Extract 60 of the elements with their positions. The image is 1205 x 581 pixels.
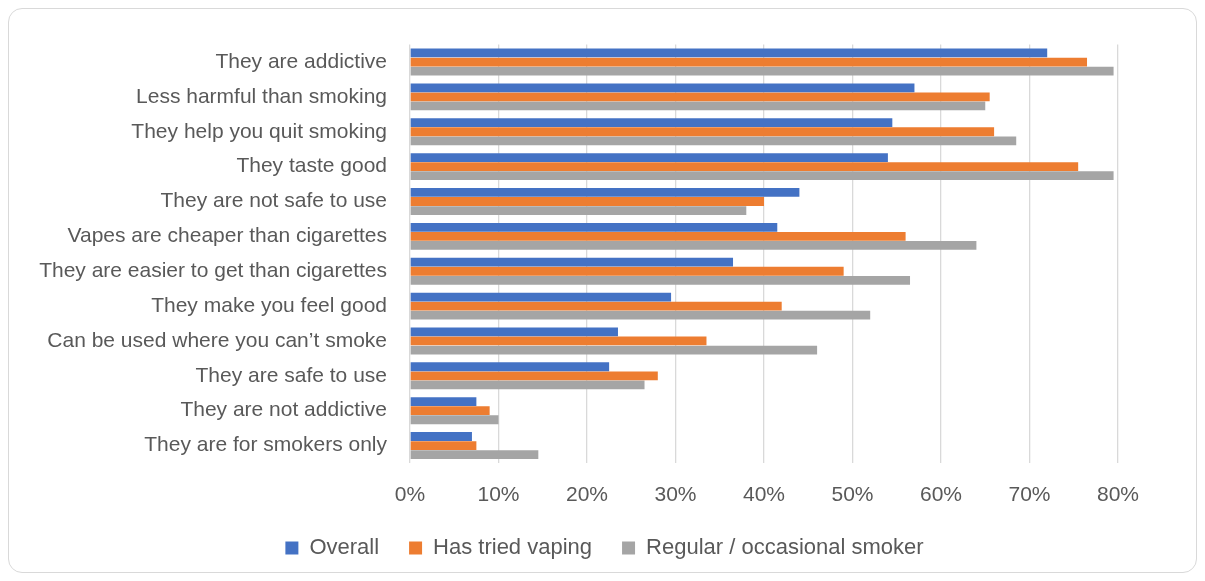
bar xyxy=(410,127,995,137)
bar xyxy=(410,441,477,450)
y-tick-label: They make you feel good xyxy=(151,292,387,316)
legend-label: Has tried vaping xyxy=(433,534,593,560)
bar xyxy=(410,275,911,285)
y-tick-label: They are easier to get than cigarettes xyxy=(39,258,387,282)
bar xyxy=(410,118,893,128)
bar xyxy=(410,450,539,460)
x-tick-label: 30% xyxy=(654,482,697,506)
bar xyxy=(410,301,782,311)
bar xyxy=(410,66,1114,76)
bar xyxy=(410,48,1048,58)
bar xyxy=(410,188,800,197)
bar xyxy=(410,292,672,302)
bar xyxy=(410,171,1114,181)
x-tick-label: 50% xyxy=(831,482,874,506)
bar xyxy=(410,432,472,441)
x-tick-label: 80% xyxy=(1096,482,1140,506)
bar xyxy=(410,92,990,102)
bar xyxy=(410,371,658,381)
y-tick-label: They taste good xyxy=(236,153,387,177)
bar xyxy=(410,380,645,390)
bar xyxy=(410,222,778,232)
bar xyxy=(410,327,618,337)
x-tick-label: 20% xyxy=(565,482,609,506)
bar xyxy=(410,406,490,416)
bar xyxy=(410,241,977,250)
bar xyxy=(410,57,1088,67)
bar xyxy=(410,231,906,241)
legend-label: Overall xyxy=(309,534,380,560)
bar xyxy=(410,336,707,346)
y-tick-label: They are addictive xyxy=(215,48,387,72)
y-tick-label: They are safe to use xyxy=(195,362,387,386)
bar xyxy=(410,310,871,320)
bar xyxy=(410,266,844,276)
bar xyxy=(410,345,818,355)
x-tick-label: 0% xyxy=(394,482,426,506)
y-tick-label: They are not safe to use xyxy=(160,188,387,212)
y-tick-label: Vapes are cheaper than cigarettes xyxy=(67,223,387,247)
x-tick-label: 60% xyxy=(919,482,963,506)
y-tick-label: They are not addictive xyxy=(180,397,387,421)
bar xyxy=(410,83,915,93)
legend-label: Regular / occasional smoker xyxy=(646,534,924,560)
bar xyxy=(410,162,1079,172)
x-tick-label: 70% xyxy=(1008,482,1051,506)
x-tick-label: 10% xyxy=(477,482,520,506)
bar xyxy=(410,153,888,162)
bar xyxy=(410,197,764,206)
x-tick-label: 40% xyxy=(742,482,786,506)
bar xyxy=(410,397,477,407)
bar xyxy=(410,101,986,111)
bar xyxy=(410,257,734,267)
y-tick-label: Can be used where you can’t smoke xyxy=(47,327,387,351)
y-tick-label: They are for smokers only xyxy=(144,432,388,456)
y-tick-label: Less harmful than smoking xyxy=(136,83,387,107)
bar xyxy=(410,136,1017,146)
y-tick-label: They help you quit smoking xyxy=(131,118,387,142)
bar xyxy=(410,362,610,372)
bar xyxy=(410,415,499,425)
bar xyxy=(410,206,747,215)
